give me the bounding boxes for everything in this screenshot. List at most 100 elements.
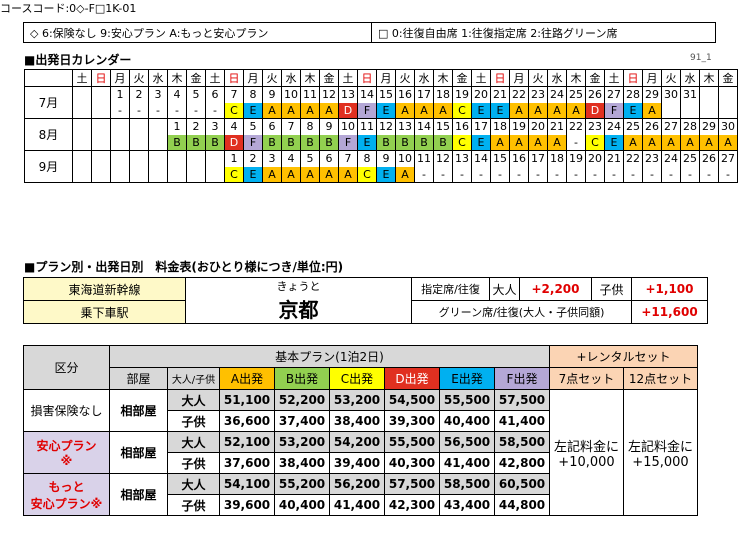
child-price: 44,800 [494,494,550,516]
calendar-day: 6 [205,86,225,103]
calendar-plan-code: B [186,134,206,151]
calendar-day: 11 [414,150,434,167]
adult-price: 60,500 [494,473,550,495]
calendar-day: 10 [395,150,415,167]
adult-add: +2,200 [519,277,592,301]
child-price: 39,400 [329,452,385,474]
calendar-plan-code: - [585,166,605,183]
calendar-day [110,150,130,167]
adult-price: 56,500 [439,431,495,453]
calendar-plan-code: A [281,102,301,119]
calendar-day: 30 [661,86,681,103]
calendar-day: 10 [338,118,358,135]
weekday-header: 火 [528,69,548,87]
calendar-plan-code [110,134,130,151]
calendar-day: 6 [319,150,339,167]
child-price: 40,400 [439,410,495,432]
calendar-plan-code: A [395,166,415,183]
calendar-plan-code: C [357,166,377,183]
adult-price: 57,500 [494,389,550,411]
adult-price: 57,500 [384,473,440,495]
rental7-price: 左記料金に +10,000 [549,389,624,516]
calendar-day: 9 [376,150,396,167]
month-label: 8月 [24,118,73,151]
calendar-day: 3 [148,86,168,103]
basic-plan-header: 基本プラン(1泊2日) [109,345,550,368]
calendar-plan-code: A [509,134,529,151]
plan-header: E出発 [439,367,495,390]
calendar-day: 22 [623,150,643,167]
calendar-day: 18 [433,86,453,103]
calendar-plan-code: A [490,134,510,151]
calendar-day: 19 [509,118,529,135]
calendar-day [718,86,738,103]
calendar-day: 9 [319,118,339,135]
weekday-header: 月 [110,69,130,87]
calendar-plan-code: B [205,134,225,151]
plan-header: B出発 [274,367,330,390]
calendar-plan-code: - [642,166,662,183]
weekday-header: 月 [509,69,529,87]
calendar-plan-code: A [319,166,339,183]
month-label: 9月 [24,150,73,183]
green-label: グリーン席/往復(大人・子供同額) [411,300,632,324]
calendar-plan-code: - [471,166,491,183]
calendar-code: 91_1 [690,53,712,63]
child-add: +1,100 [631,277,708,301]
calendar-plan-code: A [661,134,681,151]
calendar-day: 4 [167,86,187,103]
adult-price: 56,200 [329,473,385,495]
calendar-plan-code: B [262,134,282,151]
calendar-day: 15 [376,86,396,103]
departure-calendar: 土日月火水木金土日月火水木金土日月火水木金土日月火水木金土日月火水木金 7月 1 2 3… [24,69,738,183]
calendar-day: 12 [376,118,396,135]
calendar-plan-code: - [623,166,643,183]
calendar-day: 26 [585,86,605,103]
calendar-plan-code: - [186,102,206,119]
calendar-day: 19 [452,86,472,103]
calendar-day [72,118,92,135]
calendar-plan-code: - [661,166,681,183]
plan-header: F出発 [494,367,550,390]
calendar-plan-code [148,166,168,183]
child-price: 42,300 [384,494,440,516]
calendar-plan-code: - [528,166,548,183]
calendar-plan-code [680,102,700,119]
child-price: 40,300 [384,452,440,474]
calendar-plan-code: B [376,134,396,151]
plan-name: 損害保険なし [23,389,110,432]
calendar-plan-code [186,166,206,183]
calendar-plan-code: A [642,134,662,151]
destination-name: 京都 [278,298,319,322]
calendar-day: 4 [224,118,244,135]
plan-header: A出発 [219,367,275,390]
calendar-plan-code: C [452,102,472,119]
calendar-day: 28 [680,118,700,135]
calendar-day [91,118,111,135]
calendar-day: 16 [452,118,472,135]
weekday-header: 土 [604,69,624,87]
calendar-plan-code: E [243,166,263,183]
calendar-plan-code: - [604,166,624,183]
calendar-plan-code: A [547,102,567,119]
calendar-plan-code: - [490,166,510,183]
child-price: 41,400 [329,494,385,516]
calendar-day: 9 [262,86,282,103]
child-row-label: 子供 [167,410,220,432]
calendar-day: 25 [680,150,700,167]
weekday-header: 水 [281,69,301,87]
child-price: 40,400 [274,494,330,516]
calendar-plan-code [91,166,111,183]
weekday-header: 土 [72,69,92,87]
line-name: 東海道新幹線 [23,277,186,301]
fare-title: ■プラン別・出発日別 料金表(おひとり様につき/単位:円) [24,260,344,274]
weekday-header: 月 [243,69,263,87]
adult-label: 大人 [489,277,520,301]
calendar-plan-code [91,102,111,119]
room-header: 部屋 [109,367,168,390]
calendar-day: 18 [490,118,510,135]
child-price: 39,600 [219,494,275,516]
plan-name: 安心プラン ※ [23,431,110,474]
calendar-day: 8 [357,150,377,167]
calendar-plan-code: A [338,166,358,183]
